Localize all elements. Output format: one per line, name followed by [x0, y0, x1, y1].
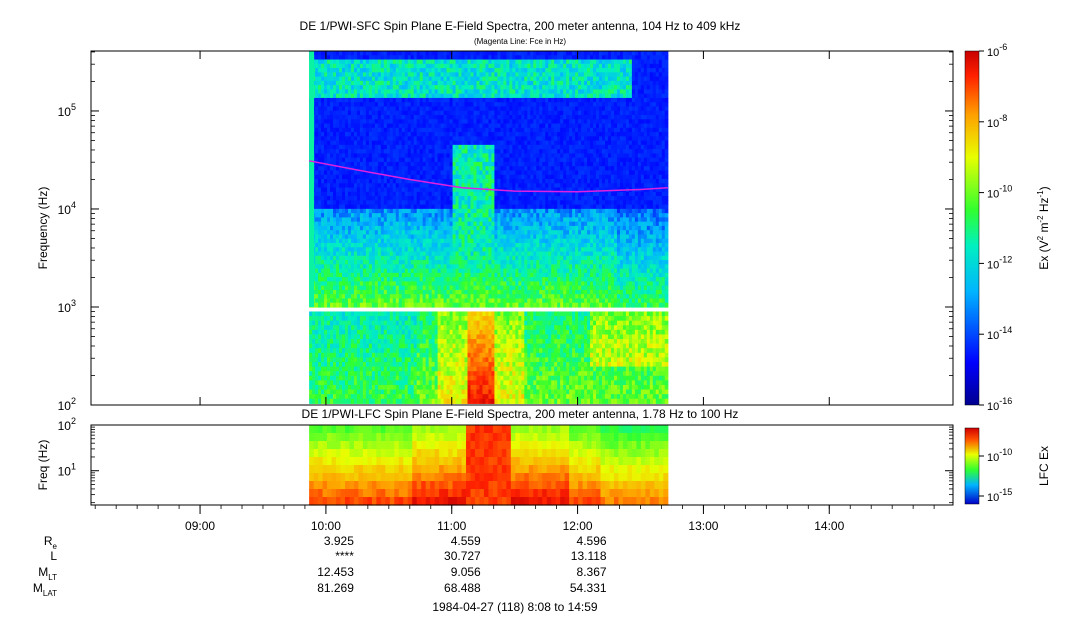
top-spectrogram-data: [308, 51, 669, 404]
ephemeris-value: 4.596: [577, 534, 607, 548]
x-tick-label: 10:00: [311, 519, 341, 533]
ephemeris-value: 68.488: [444, 581, 481, 595]
x-tick-label: 13:00: [688, 519, 718, 533]
x-tick-label: 11:00: [437, 519, 466, 533]
footer-time-range: 1984-04-27 (118) 8:08 to 14:59: [432, 600, 598, 614]
colorbar-tick-label: 10-6: [987, 42, 1007, 59]
bottom-title: DE 1/PWI-LFC Spin Plane E-Field Spectra,…: [302, 407, 739, 421]
ephemeris-label: MLT: [38, 565, 57, 582]
colorbar-tick-label: 10-10: [987, 184, 1012, 201]
ephemeris-label: L: [50, 549, 57, 563]
x-tick-label: 14:00: [814, 519, 844, 533]
top-y-ticks: 102 103 104 105: [58, 51, 953, 413]
ephemeris-value: 4.559: [451, 534, 481, 548]
y-tick-label: 101: [58, 462, 76, 479]
top-colorbar: 10-6 10-8 10-10 10-12 10-14 10-16: [964, 42, 1012, 413]
ephemeris-value: 54.331: [570, 581, 607, 595]
ephemeris-label: MLAT: [33, 581, 57, 598]
colorbar-tick-label: 10-12: [987, 254, 1012, 271]
bottom-plot-area: 101 102: [58, 416, 954, 506]
y-tick-label: 102: [58, 396, 76, 413]
colorbar-tick-label: 10-16: [987, 396, 1012, 413]
bottom-colorbar-label: LFC Ex: [1037, 446, 1051, 486]
ephemeris-value: 81.269: [317, 581, 354, 595]
ephemeris-value: 3.925: [324, 534, 354, 548]
ephemeris-value: 13.118: [571, 549, 607, 563]
top-title: DE 1/PWI-SFC Spin Plane E-Field Spectra,…: [300, 19, 741, 33]
ephemeris-value: 12.453: [317, 565, 354, 579]
x-tick-label: 09:00: [185, 519, 215, 533]
ephemeris-value: 30.727: [444, 549, 481, 563]
y-tick-label: 102: [58, 416, 76, 433]
y-tick-label: 105: [58, 102, 76, 119]
x-tick-label: 12:00: [563, 519, 593, 533]
colorbar-tick-label: 10-8: [987, 113, 1007, 130]
colorbar-tick-label: 10-10: [987, 447, 1012, 464]
bottom-ylabel: Freq (Hz): [36, 440, 50, 491]
fce-line: [308, 160, 668, 193]
top-plot-area: 102 103 104 105: [58, 50, 954, 413]
y-tick-label: 104: [58, 200, 76, 217]
ephemeris-value: ****: [335, 549, 354, 563]
top-colorbar-label: Ex (V2 m-2 Hz-1): [1036, 186, 1051, 269]
y-tick-label: 103: [58, 298, 76, 315]
time-axis: 09:00 10:00 11:00 12:00 13:00 14:00: [94, 51, 935, 533]
ephemeris-value: 8.367: [577, 565, 607, 579]
colorbar-tick-label: 10-14: [987, 325, 1012, 342]
bottom-spectrogram-data: [309, 425, 669, 506]
bottom-colorbar: 10-10 10-15: [964, 427, 1012, 505]
top-ylabel: Frequency (Hz): [36, 187, 50, 270]
colorbar-tick-label: 10-15: [987, 487, 1012, 504]
ephemeris-value: 9.056: [451, 565, 481, 579]
top-subtitle: (Magenta Line: Fce in Hz): [474, 37, 566, 46]
